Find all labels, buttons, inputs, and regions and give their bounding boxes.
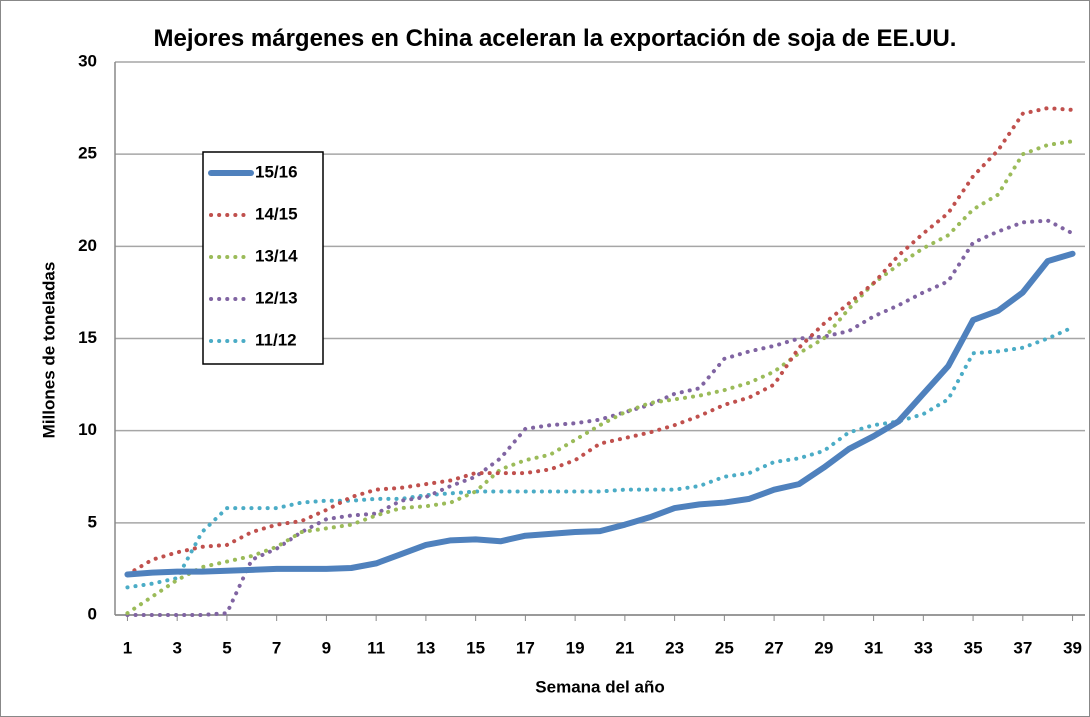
y-tick-label: 20 xyxy=(78,236,97,255)
legend-label: 11/12 xyxy=(255,330,297,349)
x-tick-label: 5 xyxy=(222,638,231,657)
legend-label: 12/13 xyxy=(255,288,298,307)
x-tick-label: 39 xyxy=(1063,638,1082,657)
x-tick-label: 29 xyxy=(814,638,833,657)
x-tick-label: 37 xyxy=(1013,638,1032,657)
chart-title: Mejores márgenes en China aceleran la ex… xyxy=(153,25,957,52)
y-tick-label: 5 xyxy=(88,512,97,531)
x-tick-label: 13 xyxy=(416,638,435,657)
x-tick-label: 33 xyxy=(914,638,933,657)
x-tick-label: 17 xyxy=(516,638,535,657)
x-tick-label: 19 xyxy=(566,638,585,657)
series-line xyxy=(125,325,1075,590)
x-tick-label: 25 xyxy=(715,638,734,657)
series-line xyxy=(124,250,1076,578)
x-tick-label: 15 xyxy=(466,638,485,657)
x-tick-label: 3 xyxy=(172,638,181,657)
legend-label: 14/15 xyxy=(255,204,298,223)
y-tick-label: 0 xyxy=(88,604,97,623)
x-tick-label: 7 xyxy=(272,638,281,657)
legend-label: 13/14 xyxy=(255,246,298,265)
x-tick-label: 23 xyxy=(665,638,684,657)
x-tick-label: 35 xyxy=(964,638,983,657)
y-tick-label: 30 xyxy=(78,51,97,70)
y-tick-label: 10 xyxy=(78,420,97,439)
legend-box xyxy=(202,151,324,365)
x-tick-label: 1 xyxy=(123,638,132,657)
series-line xyxy=(125,218,1075,617)
x-tick-label: 31 xyxy=(864,638,883,657)
x-axis-label: Semana del año xyxy=(535,677,664,696)
y-tick-label: 25 xyxy=(78,144,97,163)
x-tick-label: 9 xyxy=(322,638,331,657)
y-tick-label: 15 xyxy=(78,328,97,347)
x-tick-label: 21 xyxy=(615,638,634,657)
y-axis-label: Millones de toneladas xyxy=(39,262,58,439)
x-tick-label: 11 xyxy=(367,638,385,657)
legend-label: 15/16 xyxy=(255,162,298,181)
series-line xyxy=(125,139,1075,616)
x-tick-label: 27 xyxy=(765,638,784,657)
